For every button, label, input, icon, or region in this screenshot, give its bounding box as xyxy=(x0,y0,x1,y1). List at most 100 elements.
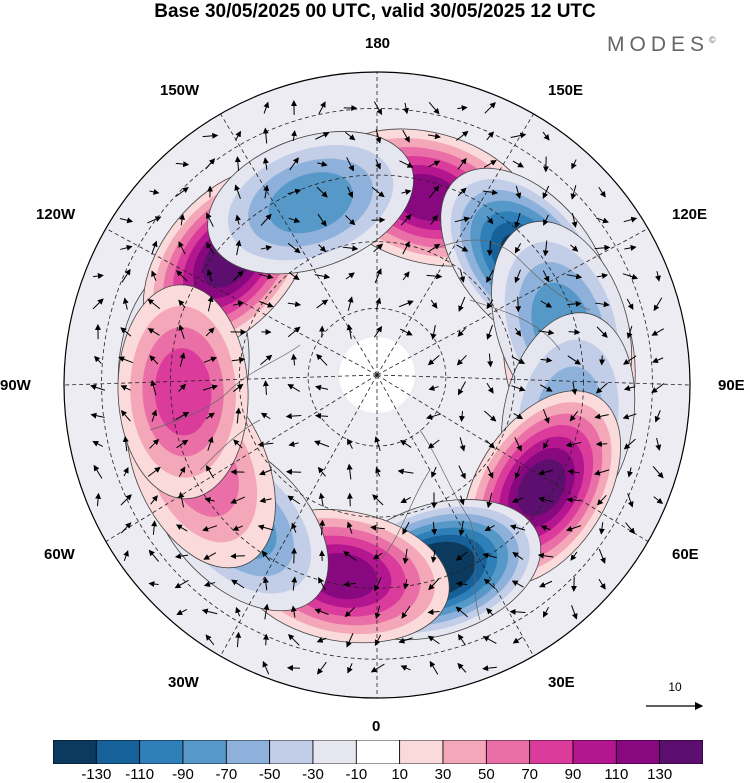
wind-arrow-311 xyxy=(203,581,216,587)
colorbar-swatch-6 xyxy=(312,740,357,764)
wind-arrow-218 xyxy=(347,438,353,449)
wind-arrow-87 xyxy=(514,243,522,254)
wind-arrow-213 xyxy=(207,436,214,451)
wind-arrow-250 xyxy=(652,466,664,479)
lon-label-150w: 150W xyxy=(160,82,200,99)
wind-arrow-167 xyxy=(511,356,526,364)
wind-arrow-19 xyxy=(486,131,494,141)
wind-arrow-121 xyxy=(316,299,329,309)
brand-mark: © xyxy=(709,35,716,45)
wind-arrow-193 xyxy=(151,409,158,422)
colorbar-tick-label: 50 xyxy=(477,766,495,783)
wind-arrow-99 xyxy=(288,272,300,281)
wind-arrow-257 xyxy=(259,497,272,504)
wind-arrow-23 xyxy=(205,158,216,170)
polar-map xyxy=(63,71,691,699)
lon-label-120e: 120E xyxy=(672,206,708,223)
wind-arrow-223 xyxy=(485,439,495,449)
wind-arrow-48 xyxy=(457,187,467,197)
coastlines xyxy=(149,239,591,621)
wind-arrow-21 xyxy=(542,131,550,141)
wind-arrow-275 xyxy=(202,525,218,532)
wind-arrow-98 xyxy=(259,273,274,280)
wind-arrow-221 xyxy=(427,439,440,449)
wind-arrow-166 xyxy=(487,353,494,368)
wind-arrow-50 xyxy=(515,185,522,199)
wind-arrow-351 xyxy=(482,636,497,644)
wind-arrow-185 xyxy=(511,385,526,392)
meridian-210 xyxy=(220,113,378,376)
wind-arrow-293 xyxy=(174,553,189,560)
wind-arrow-204 xyxy=(542,408,550,424)
colorbar-swatch-4 xyxy=(225,740,271,764)
wind-arrow-348 xyxy=(398,637,413,644)
wind-arrow-261 xyxy=(372,494,384,506)
wind-arrow-181 xyxy=(315,384,329,391)
colorbar-tick-label: -10 xyxy=(345,766,368,783)
wind-arrow-267 xyxy=(538,496,553,503)
wind-arrow-309 xyxy=(148,581,159,588)
wind-arrow-81 xyxy=(342,245,359,252)
wind-arrow-289 xyxy=(598,522,605,535)
wind-arrow-283 xyxy=(431,521,438,536)
wind-arrow-69 xyxy=(543,214,549,226)
wind-arrow-258 xyxy=(287,495,301,505)
wind-arrow-17 xyxy=(427,133,441,140)
lon-label-120w: 120W xyxy=(36,206,76,223)
wind-arrow-306 xyxy=(537,552,554,559)
wind-arrow-242 xyxy=(431,466,437,478)
wind-arrow-32 xyxy=(457,157,467,170)
wind-arrow-192 xyxy=(120,410,131,422)
wind-arrow-76 xyxy=(206,241,214,254)
wind-arrow-45 xyxy=(371,187,385,198)
wind-arrow-89 xyxy=(570,244,579,252)
wind-arrow-300 xyxy=(372,552,383,560)
wind-arrow-248 xyxy=(593,469,610,476)
wind-arrow-96 xyxy=(206,269,213,282)
wind-arrow-198 xyxy=(285,413,302,420)
lon-label-90w: 90W xyxy=(0,377,31,394)
wind-arrow-337 xyxy=(486,608,494,616)
wind-arrow-236 xyxy=(259,469,273,476)
wind-arrow-112 xyxy=(655,271,661,282)
wind-arrow-316 xyxy=(343,581,356,588)
brand-name: MODES xyxy=(607,33,710,56)
wind-arrow-18 xyxy=(455,130,469,141)
wind-arrow-179 xyxy=(262,380,269,395)
wind-arrow-169 xyxy=(567,355,582,365)
anomaly-contour-12-3 xyxy=(154,348,212,436)
colorbar-swatch-13 xyxy=(615,740,661,764)
wind-arrow-29 xyxy=(375,159,381,170)
wind-arrow-347 xyxy=(374,634,382,646)
wind-arrow-229 xyxy=(655,437,662,451)
wind-arrow-333 xyxy=(374,605,381,620)
wind-arrow-294 xyxy=(203,552,217,560)
wind-arrow-34 xyxy=(512,160,524,168)
wind-arrow-31 xyxy=(428,160,441,168)
wind-arrow-266 xyxy=(511,497,524,504)
wind-arrow-43 xyxy=(316,186,328,198)
wind-arrow-219 xyxy=(374,436,381,452)
wind-arrow-73 xyxy=(120,244,133,251)
wind-arrow-224 xyxy=(514,437,522,452)
wind-arrow-233 xyxy=(178,466,186,478)
wind-arrow-305 xyxy=(512,552,524,560)
colorbar-swatch-5 xyxy=(269,740,314,764)
wind-arrow-332 xyxy=(344,607,355,618)
wind-arrow-78 xyxy=(260,245,273,251)
wind-arrow-16 xyxy=(402,129,410,143)
wind-arrow-171 xyxy=(623,355,637,365)
wind-arrow-327 xyxy=(201,608,218,615)
wind-arrow-285 xyxy=(484,525,495,531)
lon-label-0: 0 xyxy=(372,718,381,735)
wind-arrow-133 xyxy=(653,297,663,312)
wind-arrow-356 xyxy=(347,663,353,674)
wind-arrow-187 xyxy=(571,381,578,396)
wind-arrow-196 xyxy=(235,407,242,424)
wind-arrow-175 xyxy=(150,379,157,396)
wind-arrow-361 xyxy=(482,665,497,672)
wind-arrow-225 xyxy=(543,439,549,450)
wind-arrow-272 xyxy=(120,522,132,534)
wind-arrow-253 xyxy=(150,495,158,505)
wind-arrow-108 xyxy=(542,270,550,283)
